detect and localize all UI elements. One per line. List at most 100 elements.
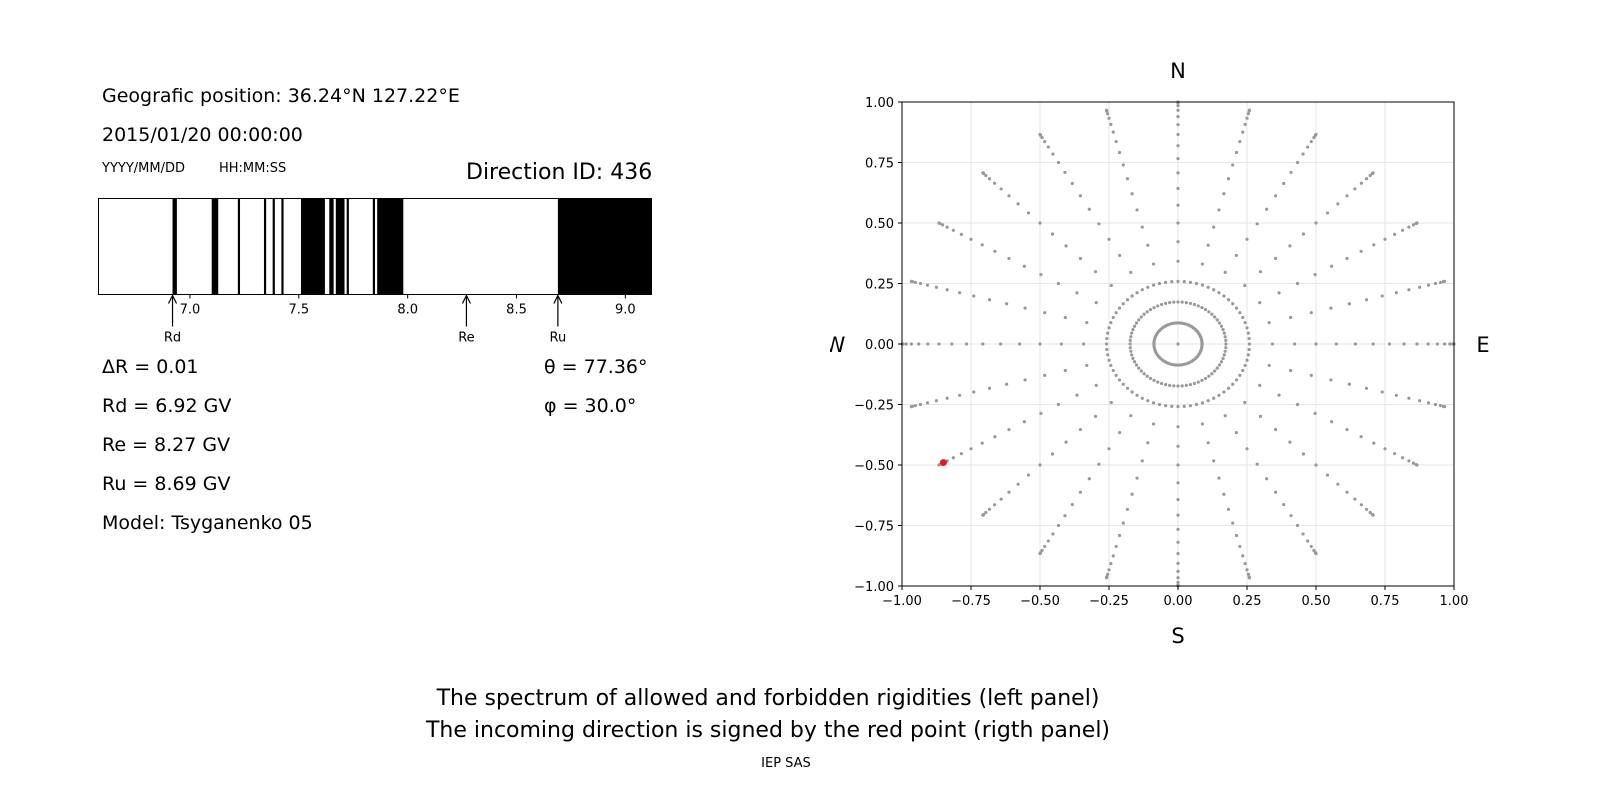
direction-point [1188, 280, 1193, 284]
direction-point [1234, 533, 1239, 538]
direction-point [1258, 383, 1262, 387]
direction-point [1231, 382, 1235, 386]
direction-point [904, 342, 908, 346]
direction-point [1359, 503, 1363, 507]
direction-point [1176, 463, 1180, 467]
direction-point [1007, 490, 1011, 494]
y-tick-label: 0.50 [865, 217, 894, 232]
direction-point [1146, 441, 1150, 445]
direction-point [1093, 414, 1098, 418]
compass-south: S [1171, 624, 1184, 648]
direction-point [1056, 281, 1061, 286]
direction-point [1109, 363, 1113, 368]
direction-point [1210, 312, 1214, 316]
direction-point [1246, 331, 1250, 335]
direction-point [1176, 540, 1180, 544]
direction-point [1247, 336, 1251, 341]
direction-point [1075, 393, 1079, 397]
direction-point [1176, 171, 1180, 175]
x-tick-label: 0.75 [1371, 594, 1400, 609]
direction-point [1109, 400, 1113, 405]
x-tick-label: 0.50 [1302, 594, 1331, 609]
direction-point [1265, 477, 1269, 481]
direction-point [1273, 490, 1278, 494]
direction-point [1148, 376, 1153, 381]
direction-point [1295, 160, 1300, 165]
direction-point [1140, 459, 1144, 463]
direction-point [1234, 306, 1239, 310]
direction-point [1325, 473, 1330, 477]
direction-point [1289, 170, 1293, 174]
direction-point [1245, 326, 1249, 330]
direction-point [1176, 513, 1180, 517]
direction-point [1168, 301, 1172, 305]
direction-point [1107, 237, 1111, 241]
direction-point [981, 513, 985, 517]
caption-line-2: The incoming direction is signed by the … [425, 718, 1111, 743]
direction-point [993, 249, 997, 253]
direction-point [998, 342, 1003, 346]
direction-point [1345, 427, 1349, 432]
direction-point [1106, 331, 1110, 335]
direction-point [987, 386, 992, 390]
direction-point [1114, 373, 1118, 377]
direction-point [1393, 452, 1397, 456]
x-tick-label: 8.0 [397, 303, 418, 318]
direction-point [1176, 561, 1180, 565]
direction-point [1219, 360, 1224, 364]
direction-point [1223, 349, 1227, 353]
direction-point [1258, 270, 1263, 274]
direction-point [1176, 132, 1180, 137]
direction-point [1109, 320, 1113, 325]
direction-point [1114, 139, 1118, 144]
x-tick-label: −0.25 [1089, 594, 1129, 609]
forbidden-band [346, 198, 349, 295]
direction-point [1018, 342, 1022, 346]
direction-point [1301, 232, 1306, 236]
direction-point [1231, 163, 1235, 167]
direction-point [1131, 356, 1135, 360]
direction-point [1137, 318, 1141, 322]
direction-point [1217, 393, 1221, 397]
direction-point [1118, 430, 1122, 435]
direction-point [1359, 181, 1363, 185]
direction-point [1411, 461, 1415, 465]
direction-point [1222, 331, 1226, 335]
direction-point [1176, 300, 1180, 304]
direction-point [1224, 346, 1228, 350]
direction-point [1111, 554, 1115, 558]
direction-point [1364, 386, 1369, 390]
ru-value: Ru = 8.69 GV [102, 473, 231, 495]
direction-point [1140, 288, 1144, 292]
caption-line-1: The spectrum of allowed and forbidden ri… [436, 686, 1100, 711]
direction-point [1188, 382, 1193, 387]
direction-point [913, 404, 918, 408]
direction-point [1107, 116, 1111, 120]
direction-point [1121, 302, 1125, 306]
direction-point [1105, 347, 1109, 352]
direction-point [1051, 152, 1055, 156]
direction-point [1163, 382, 1168, 387]
direction-point [1212, 459, 1216, 463]
direction-point [1221, 356, 1225, 360]
direction-point [1221, 328, 1225, 332]
direction-point [1182, 280, 1186, 284]
direction-point [1372, 243, 1376, 247]
direction-point [1146, 243, 1150, 247]
direction-point [1273, 427, 1278, 432]
direction-point [1109, 283, 1113, 288]
x-tick-label: 0.00 [1164, 594, 1193, 609]
direction-point [1210, 372, 1214, 376]
direction-point [1070, 181, 1074, 186]
direction-point [1200, 422, 1205, 426]
direction-point [1180, 300, 1184, 304]
direction-point [1059, 342, 1063, 346]
direction-point [1005, 382, 1009, 386]
direction-point [1243, 562, 1247, 566]
direction-point [1243, 400, 1247, 405]
direction-point [1295, 281, 1300, 286]
direction-point [1087, 207, 1091, 211]
direction-point [1289, 514, 1293, 518]
direction-point [1312, 136, 1316, 140]
direction-point [1128, 342, 1132, 346]
